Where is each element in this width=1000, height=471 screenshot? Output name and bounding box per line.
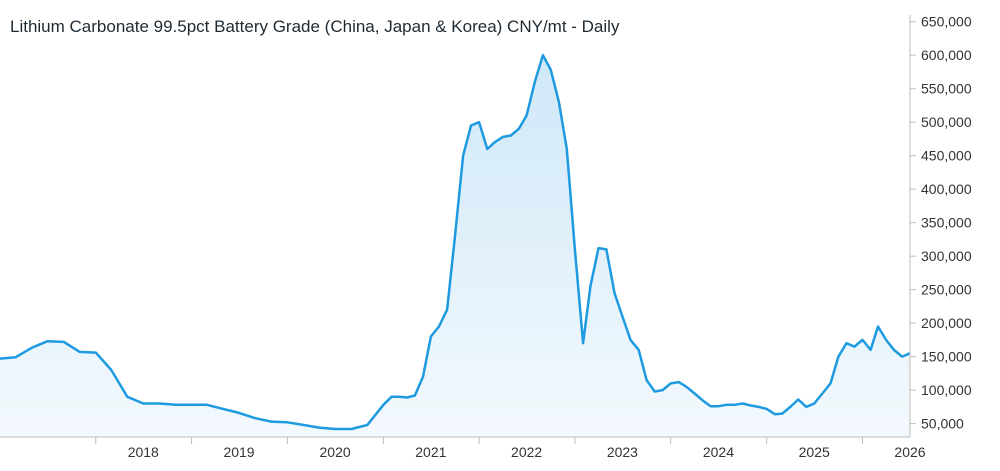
y-tick-label: 350,000 [921, 215, 972, 231]
y-tick-label: 450,000 [921, 148, 972, 164]
y-tick-label: 600,000 [921, 47, 972, 63]
y-tick-label: 50,000 [921, 416, 964, 432]
x-tick-label: 2018 [128, 444, 159, 460]
x-tick-label: 2019 [223, 444, 254, 460]
x-tick-label: 2021 [415, 444, 446, 460]
y-tick-label: 550,000 [921, 81, 972, 97]
x-tick-label: 2025 [799, 444, 830, 460]
y-tick-label: 100,000 [921, 382, 972, 398]
y-tick-label: 150,000 [921, 349, 972, 365]
y-tick-label: 650,000 [921, 14, 972, 30]
y-tick-label: 300,000 [921, 248, 972, 264]
x-tick-label: 2026 [894, 444, 925, 460]
y-tick-label: 500,000 [921, 114, 972, 130]
y-tick-label: 250,000 [921, 282, 972, 298]
x-tick-label: 2020 [320, 444, 351, 460]
price-series-line [0, 53, 911, 431]
y-tick-label: 200,000 [921, 315, 972, 331]
x-tick-label: 2023 [607, 444, 638, 460]
chart-title: Lithium Carbonate 99.5pct Battery Grade … [10, 17, 620, 36]
x-tick-label: 2024 [703, 444, 734, 460]
x-tick-label: 2022 [511, 444, 542, 460]
y-tick-label: 400,000 [921, 181, 972, 197]
